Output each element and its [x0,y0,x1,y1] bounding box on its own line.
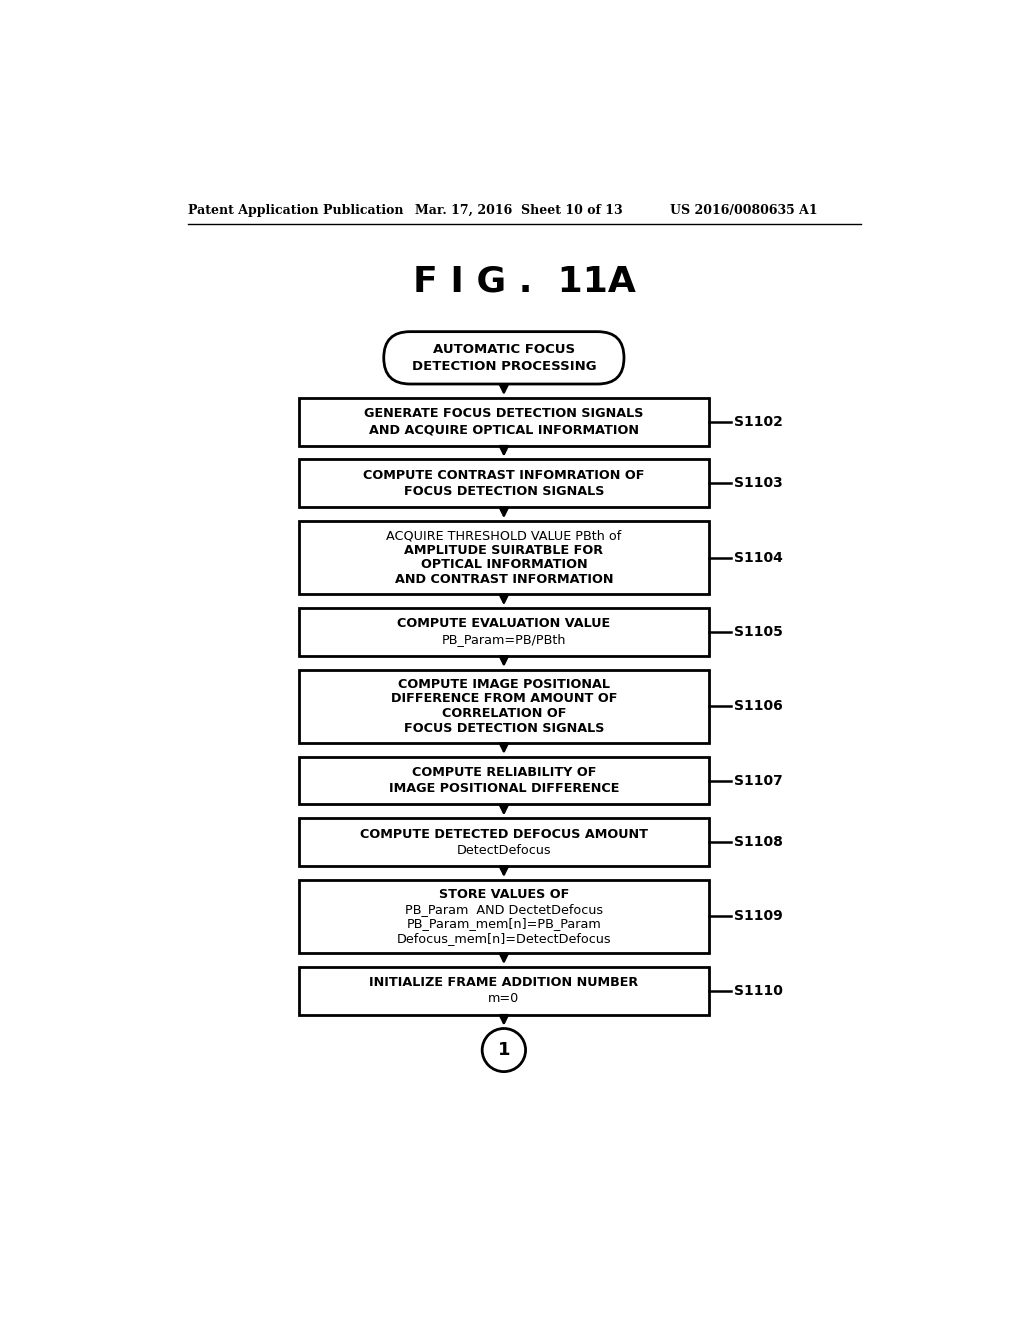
Text: US 2016/0080635 A1: US 2016/0080635 A1 [671,205,818,218]
Text: S1109: S1109 [734,909,782,924]
Text: S1105: S1105 [734,624,783,639]
Text: ACQUIRE THRESHOLD VALUE PBth of: ACQUIRE THRESHOLD VALUE PBth of [386,529,622,543]
Text: INITIALIZE FRAME ADDITION NUMBER: INITIALIZE FRAME ADDITION NUMBER [370,977,638,989]
Text: FOCUS DETECTION SIGNALS: FOCUS DETECTION SIGNALS [403,722,604,735]
Text: S1110: S1110 [734,983,783,998]
Text: S1103: S1103 [734,477,782,490]
FancyBboxPatch shape [299,459,710,507]
Text: AND CONTRAST INFORMATION: AND CONTRAST INFORMATION [394,573,613,586]
Text: COMPUTE CONTRAST INFOMRATION OF: COMPUTE CONTRAST INFOMRATION OF [364,469,645,482]
Text: PB_Param=PB/PBth: PB_Param=PB/PBth [441,634,566,647]
Text: IMAGE POSITIONAL DIFFERENCE: IMAGE POSITIONAL DIFFERENCE [389,781,620,795]
Text: m=0: m=0 [488,993,519,1006]
Text: AUTOMATIC FOCUS
DETECTION PROCESSING: AUTOMATIC FOCUS DETECTION PROCESSING [412,343,596,372]
Text: DIFFERENCE FROM AMOUNT OF: DIFFERENCE FROM AMOUNT OF [390,693,617,705]
Text: Defocus_mem[n]=DetectDefocus: Defocus_mem[n]=DetectDefocus [396,932,611,945]
FancyBboxPatch shape [299,880,710,953]
Text: COMPUTE DETECTED DEFOCUS AMOUNT: COMPUTE DETECTED DEFOCUS AMOUNT [359,828,648,841]
Text: S1108: S1108 [734,836,783,849]
Text: PB_Param  AND DectetDefocus: PB_Param AND DectetDefocus [404,903,603,916]
Text: F I G .  11A: F I G . 11A [414,264,636,298]
Text: PB_Param_mem[n]=PB_Param: PB_Param_mem[n]=PB_Param [407,917,601,931]
Text: COMPUTE IMAGE POSITIONAL: COMPUTE IMAGE POSITIONAL [398,677,610,690]
FancyBboxPatch shape [299,818,710,866]
Text: COMPUTE EVALUATION VALUE: COMPUTE EVALUATION VALUE [397,618,610,631]
FancyBboxPatch shape [299,966,710,1015]
FancyBboxPatch shape [299,609,710,656]
Text: CORRELATION OF: CORRELATION OF [441,708,566,721]
Text: OPTICAL INFORMATION: OPTICAL INFORMATION [421,558,587,572]
FancyBboxPatch shape [299,669,710,743]
Text: FOCUS DETECTION SIGNALS: FOCUS DETECTION SIGNALS [403,484,604,498]
Text: AMPLITUDE SUIRATBLE FOR: AMPLITUDE SUIRATBLE FOR [404,544,603,557]
Text: AND ACQUIRE OPTICAL INFORMATION: AND ACQUIRE OPTICAL INFORMATION [369,424,639,436]
FancyBboxPatch shape [299,756,710,804]
FancyBboxPatch shape [299,521,710,594]
Text: 1: 1 [498,1041,510,1059]
Text: S1106: S1106 [734,700,782,713]
Text: GENERATE FOCUS DETECTION SIGNALS: GENERATE FOCUS DETECTION SIGNALS [365,408,643,420]
Circle shape [482,1028,525,1072]
Text: Mar. 17, 2016  Sheet 10 of 13: Mar. 17, 2016 Sheet 10 of 13 [415,205,623,218]
Text: S1107: S1107 [734,774,782,788]
Text: Patent Application Publication: Patent Application Publication [188,205,403,218]
Text: S1102: S1102 [734,414,783,429]
Text: STORE VALUES OF: STORE VALUES OF [438,888,569,902]
FancyBboxPatch shape [384,331,624,384]
Text: DetectDefocus: DetectDefocus [457,843,551,857]
Text: S1104: S1104 [734,550,783,565]
Text: COMPUTE RELIABILITY OF: COMPUTE RELIABILITY OF [412,766,596,779]
FancyBboxPatch shape [299,397,710,446]
